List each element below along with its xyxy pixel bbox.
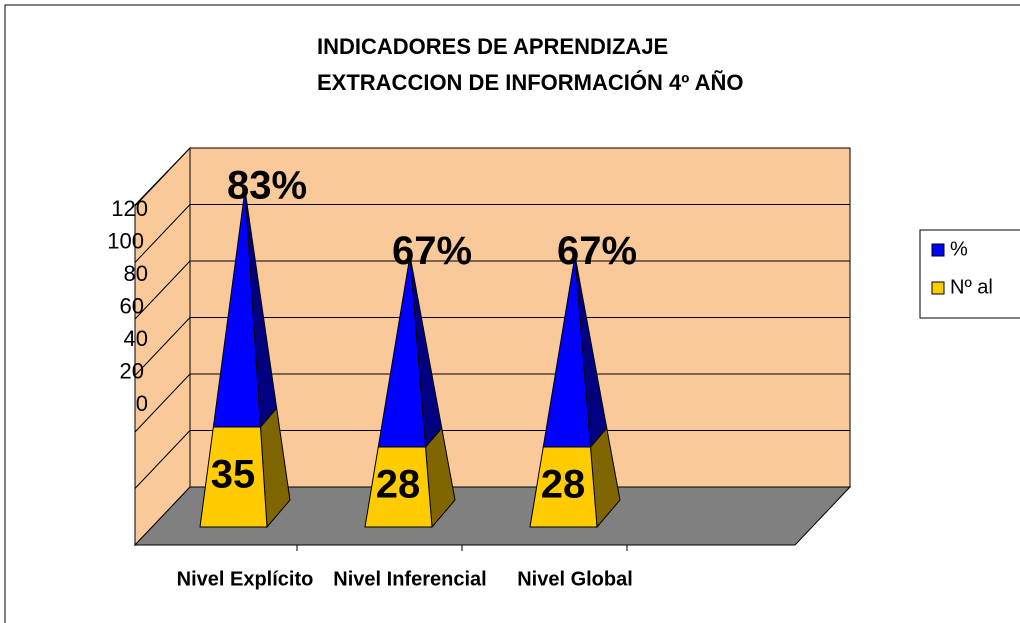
data-label: 67% — [557, 229, 637, 273]
y-tick-label: 80 — [124, 261, 148, 286]
pyramid-segment — [542, 255, 592, 448]
floor — [133, 486, 852, 546]
y-tick-label: 100 — [107, 228, 144, 253]
y-tick-label: 120 — [111, 196, 148, 221]
data-label: 35 — [211, 453, 256, 497]
grid-line-side — [134, 147, 191, 207]
legend-label: Nº al — [950, 276, 993, 298]
data-label: 67% — [392, 229, 472, 273]
legend — [919, 229, 1020, 319]
chart-title: INDICADORES DE APRENDIZAJE — [317, 34, 668, 59]
data-label: 28 — [376, 463, 421, 507]
y-tick-label: 0 — [136, 391, 148, 416]
x-tick-label: Nivel Inferencial — [333, 568, 486, 590]
grid-line-side — [134, 317, 191, 376]
y-tick-label: 40 — [124, 326, 148, 351]
grid-line-side — [134, 430, 191, 489]
grid-line-side — [134, 373, 191, 433]
y-tick-label: 60 — [120, 293, 144, 318]
pyramid-segment — [212, 189, 262, 428]
legend-swatch — [931, 243, 945, 257]
y-tick-label: 20 — [120, 358, 144, 383]
x-tick-label: Nivel Global — [517, 568, 633, 590]
legend-label: % — [950, 238, 968, 260]
grid-line-side — [134, 204, 191, 263]
x-tick-label: Nivel Explícito — [177, 568, 314, 590]
legend-swatch — [931, 281, 945, 295]
data-label: 83% — [227, 164, 307, 208]
data-label: 28 — [541, 463, 586, 507]
grid-line-side — [134, 260, 191, 320]
chart-subtitle: EXTRACCION DE INFORMACIÓN 4º AÑO — [317, 70, 743, 95]
pyramid-segment — [377, 255, 427, 448]
